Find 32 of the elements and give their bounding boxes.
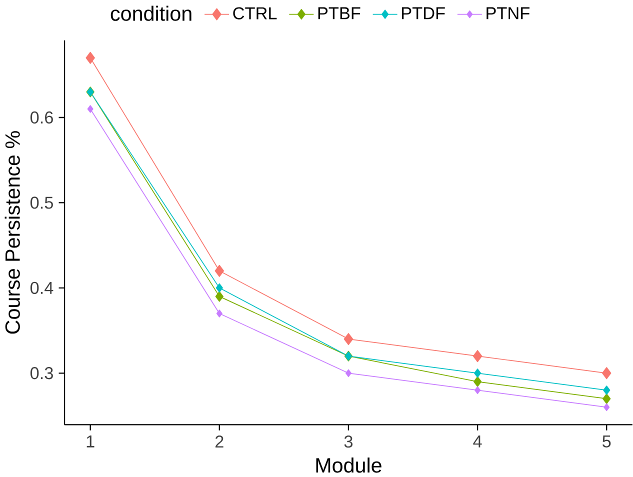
point	[86, 52, 95, 64]
x-axis-title: Module	[316, 457, 382, 472]
point	[474, 386, 481, 394]
y-tick-label: 0.6	[30, 111, 53, 124]
legend-title: condition	[110, 6, 192, 21]
point	[472, 350, 482, 362]
point	[344, 332, 354, 345]
legend-label: PTDF	[402, 7, 445, 19]
point	[87, 104, 94, 113]
point	[602, 366, 612, 379]
point	[604, 403, 610, 411]
y-tick-label: 0.5	[30, 196, 53, 209]
point	[602, 393, 611, 404]
point	[214, 264, 224, 277]
point	[216, 309, 222, 318]
y-tick-label: 0.4	[30, 282, 54, 294]
x-tick-label: 3	[344, 435, 353, 448]
y-axis-title: Course Persistence %	[4, 130, 20, 334]
legend-label: PTNF	[486, 7, 530, 19]
y-tick-label: 0.3	[30, 366, 53, 379]
point	[216, 283, 223, 292]
point	[474, 368, 482, 378]
x-tick-label: 1	[86, 435, 94, 448]
x-tick-label: 2	[215, 435, 224, 448]
point	[215, 290, 224, 302]
point	[473, 376, 482, 387]
point	[603, 385, 610, 395]
point	[345, 369, 352, 377]
legend-label: PTBF	[318, 7, 360, 19]
x-tick-label: 5	[602, 435, 611, 448]
legend-label: CTRL	[233, 6, 277, 20]
x-tick-label: 4	[473, 435, 482, 448]
